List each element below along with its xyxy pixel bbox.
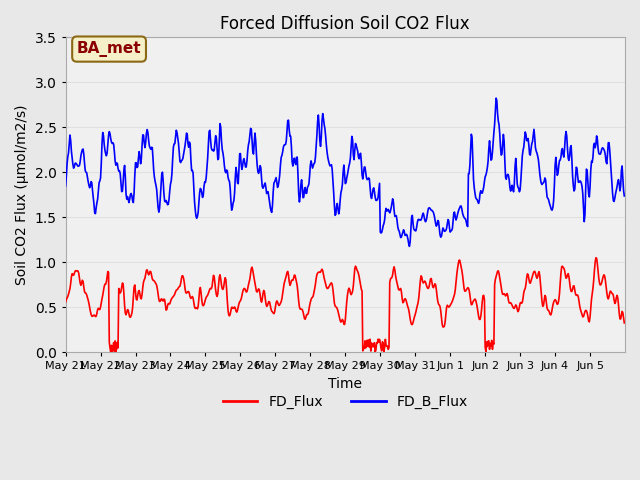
X-axis label: Time: Time — [328, 377, 362, 391]
Title: Forced Diffusion Soil CO2 Flux: Forced Diffusion Soil CO2 Flux — [220, 15, 470, 33]
Line: FD_B_Flux: FD_B_Flux — [65, 98, 624, 246]
Legend: FD_Flux, FD_B_Flux: FD_Flux, FD_B_Flux — [217, 389, 474, 415]
Line: FD_Flux: FD_Flux — [65, 258, 624, 352]
Text: BA_met: BA_met — [77, 41, 141, 57]
Y-axis label: Soil CO2 Flux (μmol/m2/s): Soil CO2 Flux (μmol/m2/s) — [15, 105, 29, 285]
